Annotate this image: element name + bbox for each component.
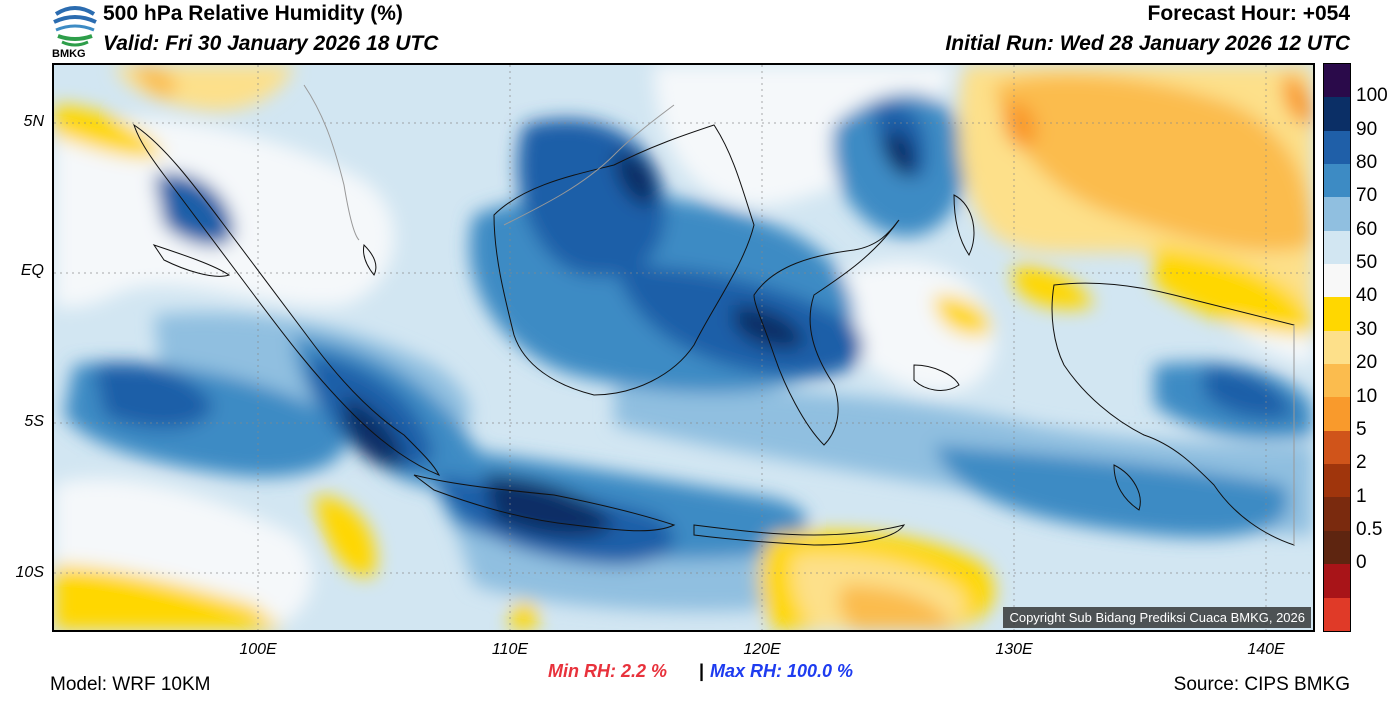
colorbar-segment — [1324, 564, 1350, 598]
colorbar-segment — [1324, 230, 1350, 265]
stats-separator: | — [699, 661, 705, 681]
colorbar-segment — [1324, 364, 1350, 398]
graticule — [54, 65, 1313, 630]
colorbar-segment — [1324, 97, 1350, 131]
colorbar-label: 50 — [1356, 252, 1378, 274]
coastlines — [133, 123, 1295, 546]
map-title: 500 hPa Relative Humidity (%) — [103, 2, 403, 25]
colorbar-segment — [1324, 64, 1350, 98]
colorbar-label: 100 — [1356, 85, 1388, 107]
humidity-field — [54, 65, 1313, 630]
colorbar-segment — [1324, 597, 1350, 631]
model-label: Model: WRF 10KM — [50, 674, 211, 695]
colorbar-segment — [1324, 264, 1350, 298]
source-label: Source: CIPS BMKG — [1173, 674, 1350, 695]
lat-label-5s: 5S — [24, 413, 44, 430]
colorbar-label: 40 — [1356, 285, 1378, 307]
valid-time: Valid: Fri 30 January 2026 18 UTC — [103, 32, 439, 55]
colorbar-label: 0.5 — [1356, 518, 1383, 540]
colorbar-segment — [1324, 164, 1350, 198]
lat-label-10s: 10S — [15, 564, 44, 581]
colorbar-segment — [1324, 397, 1350, 431]
colorbar-label: 60 — [1356, 218, 1378, 240]
colorbar-segment — [1324, 130, 1350, 165]
lon-label-140e: 140E — [1247, 641, 1285, 658]
borders — [303, 84, 1295, 545]
lon-label-100e: 100E — [239, 641, 277, 658]
colorbar-segment — [1324, 330, 1350, 365]
colorbar-segment — [1324, 430, 1350, 465]
colorbar-segment — [1324, 464, 1350, 498]
bmkg-logo-icon — [50, 0, 100, 62]
colorbar-label: 10 — [1356, 385, 1378, 407]
lat-label-5n: 5N — [23, 113, 44, 130]
colorbar-segment — [1324, 297, 1350, 331]
logo-text: BMKG — [52, 48, 86, 60]
colorbar-label: 1 — [1356, 485, 1367, 507]
lon-label-110e: 110E — [491, 641, 529, 658]
colorbar-segment — [1324, 497, 1350, 531]
colorbar-label: 20 — [1356, 352, 1378, 374]
colorbar-label: 0 — [1356, 552, 1367, 574]
max-rh: Max RH: 100.0 % — [710, 661, 854, 681]
lon-label-120e: 120E — [743, 641, 781, 658]
lat-label-eq: EQ — [20, 262, 44, 279]
forecast-hour: Forecast Hour: +054 — [1147, 2, 1351, 25]
colorbar-segment — [1324, 530, 1350, 565]
colorbar-label: 2 — [1356, 452, 1367, 474]
colorbar-segment — [1324, 197, 1350, 231]
lon-label-130e: 130E — [995, 641, 1033, 658]
copyright-notice: Copyright Sub Bidang Prediksi Cuaca BMKG… — [1003, 607, 1311, 628]
colorbar-label: 30 — [1356, 318, 1378, 340]
colorbar-label: 80 — [1356, 152, 1378, 174]
humidity-map[interactable]: Copyright Sub Bidang Prediksi Cuaca BMKG… — [52, 63, 1315, 632]
min-rh: Min RH: 2.2 % — [548, 661, 668, 681]
colorbar-label: 5 — [1356, 418, 1367, 440]
colorbar-label: 70 — [1356, 185, 1378, 207]
initial-run: Initial Run: Wed 28 January 2026 12 UTC — [945, 32, 1350, 55]
humidity-colorbar — [1323, 63, 1351, 632]
colorbar-label: 90 — [1356, 118, 1378, 140]
